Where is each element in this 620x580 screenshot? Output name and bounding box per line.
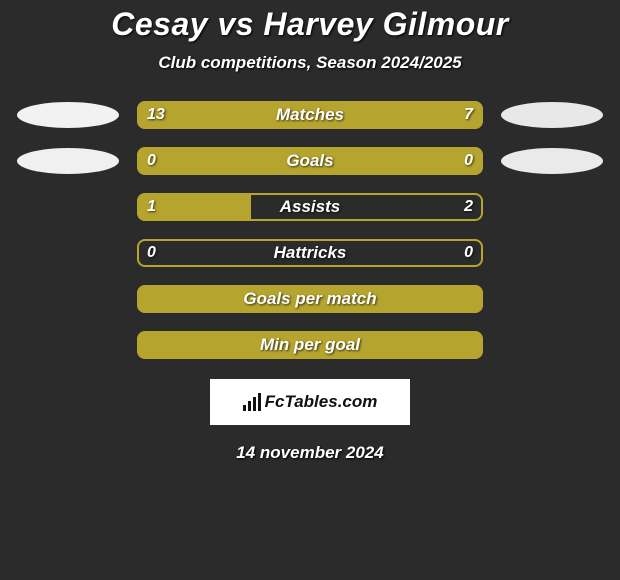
stat-bar: 0 0Hattricks (137, 239, 483, 267)
stat-value-left: 13 (147, 101, 165, 129)
stat-row: 0 0Hattricks (0, 239, 620, 267)
stat-label: Hattricks (137, 239, 483, 267)
title: Cesay vs Harvey Gilmour (0, 6, 620, 43)
bar-fill-left (137, 147, 483, 175)
stat-bar: 12Assists (137, 193, 483, 221)
bar-fill-left (137, 101, 362, 129)
stat-value-left: 0 (147, 147, 156, 175)
stat-value-right: 0 (464, 239, 473, 267)
player-left-marker (17, 102, 119, 128)
subtitle: Club competitions, Season 2024/2025 (0, 53, 620, 73)
stat-rows: 137Matches00Goals12Assists00HattricksGoa… (0, 101, 620, 359)
stat-value-left: 1 (147, 193, 156, 221)
stat-bar: 137Matches (137, 101, 483, 129)
stat-bar: Goals per match (137, 285, 483, 313)
logo-bars-icon (243, 393, 261, 411)
stat-row: Min per goal (0, 331, 620, 359)
date: 14 november 2024 (0, 443, 620, 463)
stat-value-right: 0 (464, 147, 473, 175)
player-right-marker (501, 102, 603, 128)
bar-fill-left (137, 331, 483, 359)
stat-value-right: 2 (464, 193, 473, 221)
stat-value-right: 7 (464, 101, 473, 129)
stat-bar: 00Goals (137, 147, 483, 175)
stat-row: Goals per match (0, 285, 620, 313)
stat-row: 137Matches (0, 101, 620, 129)
fctables-logo: FcTables.com (210, 379, 410, 425)
stat-row: 00Goals (0, 147, 620, 175)
player-left-marker (17, 148, 119, 174)
logo-text: FcTables.com (265, 392, 378, 412)
stat-bar: Min per goal (137, 331, 483, 359)
stat-value-left: 0 (147, 239, 156, 267)
comparison-card: Cesay vs Harvey Gilmour Club competition… (0, 0, 620, 463)
bar-fill-left (137, 285, 483, 313)
stat-row: 12Assists (0, 193, 620, 221)
player-right-marker (501, 148, 603, 174)
